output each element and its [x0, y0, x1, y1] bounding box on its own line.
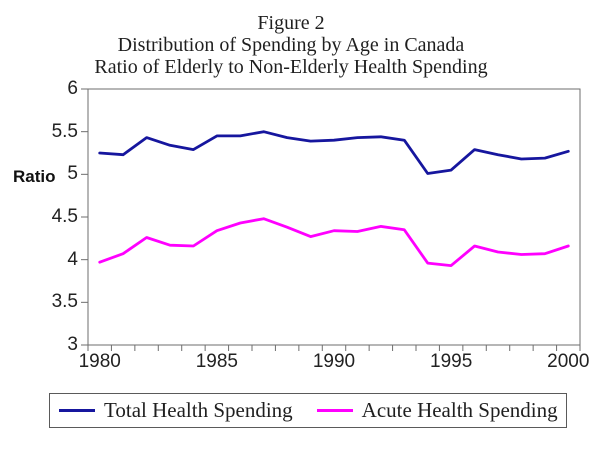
chart-title-line-2: Distribution of Spending by Age in Canad…	[117, 34, 465, 56]
y-tick-label-5: 5	[67, 163, 78, 185]
legend-line-sample-acute	[316, 409, 353, 412]
y-tick-label-4: 4	[67, 248, 78, 270]
plot-border	[87, 88, 581, 346]
y-tick-label-4.5: 4.5	[51, 206, 78, 227]
legend-item-total-health-spending: Total Health Spending	[59, 398, 293, 423]
x-tick-label-1980: 1980	[78, 351, 121, 372]
chart-title: Figure 2 Distribution of Spending by Age…	[0, 12, 582, 78]
legend-line-sample-total	[59, 409, 95, 412]
legend-label-acute: Acute Health Spending	[361, 398, 558, 422]
legend-item-acute-health-spending: Acute Health Spending	[316, 398, 558, 423]
x-tick-label-1995: 1995	[430, 351, 473, 372]
x-tick-label-1985: 1985	[195, 351, 238, 372]
x-tick-label-1990: 1990	[312, 351, 356, 372]
y-tick-label-6: 6	[67, 78, 78, 99]
series-line-total	[98, 130, 570, 175]
chart-title-line-1: Figure 2	[257, 12, 325, 34]
chart-title-line-3: Ratio of Elderly to Non-Elderly Health S…	[94, 56, 488, 78]
legend-label-total: Total Health Spending	[104, 398, 293, 422]
y-axis-title: Ratio	[13, 167, 56, 186]
series-line-acute	[98, 217, 570, 268]
legend: Total Health Spending Acute Health Spend…	[49, 393, 567, 428]
y-tick-label-3: 3	[67, 334, 78, 355]
x-tick-label-2000: 2000	[547, 351, 590, 372]
y-tick-label-5.5: 5.5	[51, 120, 78, 142]
y-tick-label-3.5: 3.5	[51, 291, 78, 313]
